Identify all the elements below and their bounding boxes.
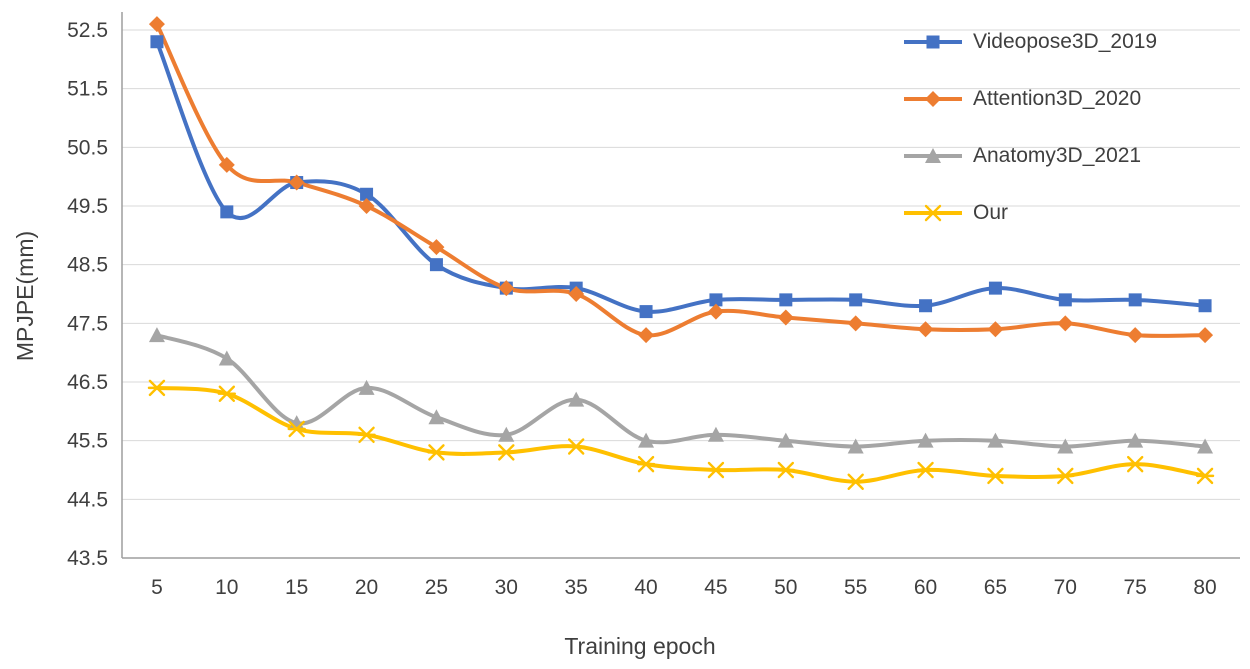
x-tick-label: 5 (151, 576, 163, 599)
legend-label: Attention3D_2020 (973, 87, 1142, 110)
series-line-Our (154, 385, 1208, 484)
y-tick-label: 48.5 (67, 254, 108, 277)
y-tick-label: 46.5 (67, 371, 108, 394)
series-markers-Our (147, 379, 1215, 490)
legend-swatch-diamond-icon (904, 91, 962, 107)
legend-label: Our (973, 201, 1009, 224)
x-tick-label: 75 (1124, 576, 1147, 599)
legend: Videopose3D_2019 Attention3D_2020 Anatomy3… (902, 30, 1157, 225)
y-tick-label: 50.5 (67, 136, 108, 159)
x-tick-label: 45 (704, 576, 727, 599)
y-tick-label: 45.5 (67, 430, 108, 453)
series-markers-Anatomy3D_2021 (148, 327, 1214, 454)
legend-item-Videopose3D_2019: Videopose3D_2019 (902, 30, 1157, 54)
x-tick-label: 35 (565, 576, 588, 599)
series-line-Anatomy3D_2021 (154, 333, 1208, 449)
y-tick-label: 51.5 (67, 78, 108, 101)
legend-item-Attention3D_2020: Attention3D_2020 (902, 87, 1157, 111)
legend-swatch-triangle-icon (904, 148, 962, 163)
x-tick-label: 65 (984, 576, 1007, 599)
x-tick-label: 30 (495, 576, 518, 599)
series-markers-Attention3D_2020 (148, 16, 1214, 344)
y-tick-label: 52.5 (67, 19, 108, 42)
legend-label: Anatomy3D_2021 (973, 144, 1142, 167)
x-tick-labels: 5 10 15 20 25 30 35 40 45 50 55 60 65 70 75 80 (151, 576, 1217, 599)
y-tick-labels: 43.5 44.5 45.5 46.5 47.5 48.5 49.5 50.5 51.5 52.5 (67, 19, 108, 570)
y-tick-label: 43.5 (67, 547, 108, 570)
x-tick-label: 50 (774, 576, 797, 599)
legend-item-Our: Our (902, 201, 1157, 225)
legend-swatch-star-icon (904, 204, 962, 222)
x-tick-label: 15 (285, 576, 308, 599)
y-tick-label: 49.5 (67, 195, 108, 218)
x-tick-label: 40 (634, 576, 657, 599)
x-tick-label: 55 (844, 576, 867, 599)
legend-swatch-square-icon (904, 35, 962, 49)
y-tick-label: 47.5 (67, 312, 108, 335)
legend-item-Anatomy3D_2021: Anatomy3D_2021 (902, 144, 1157, 168)
axis-lines (121, 12, 1240, 559)
x-tick-label: 60 (914, 576, 937, 599)
x-tick-label: 80 (1193, 576, 1216, 599)
series-markers (147, 16, 1215, 490)
y-axis-title: MPJPE(mm) (12, 230, 38, 362)
x-tick-label: 25 (425, 576, 448, 599)
x-tick-label: 20 (355, 576, 378, 599)
x-axis-title: Training epoch (564, 633, 716, 659)
x-tick-label: 70 (1054, 576, 1077, 599)
legend-label: Videopose3D_2019 (973, 30, 1158, 53)
y-tick-label: 44.5 (67, 488, 108, 511)
x-tick-label: 10 (215, 576, 238, 599)
